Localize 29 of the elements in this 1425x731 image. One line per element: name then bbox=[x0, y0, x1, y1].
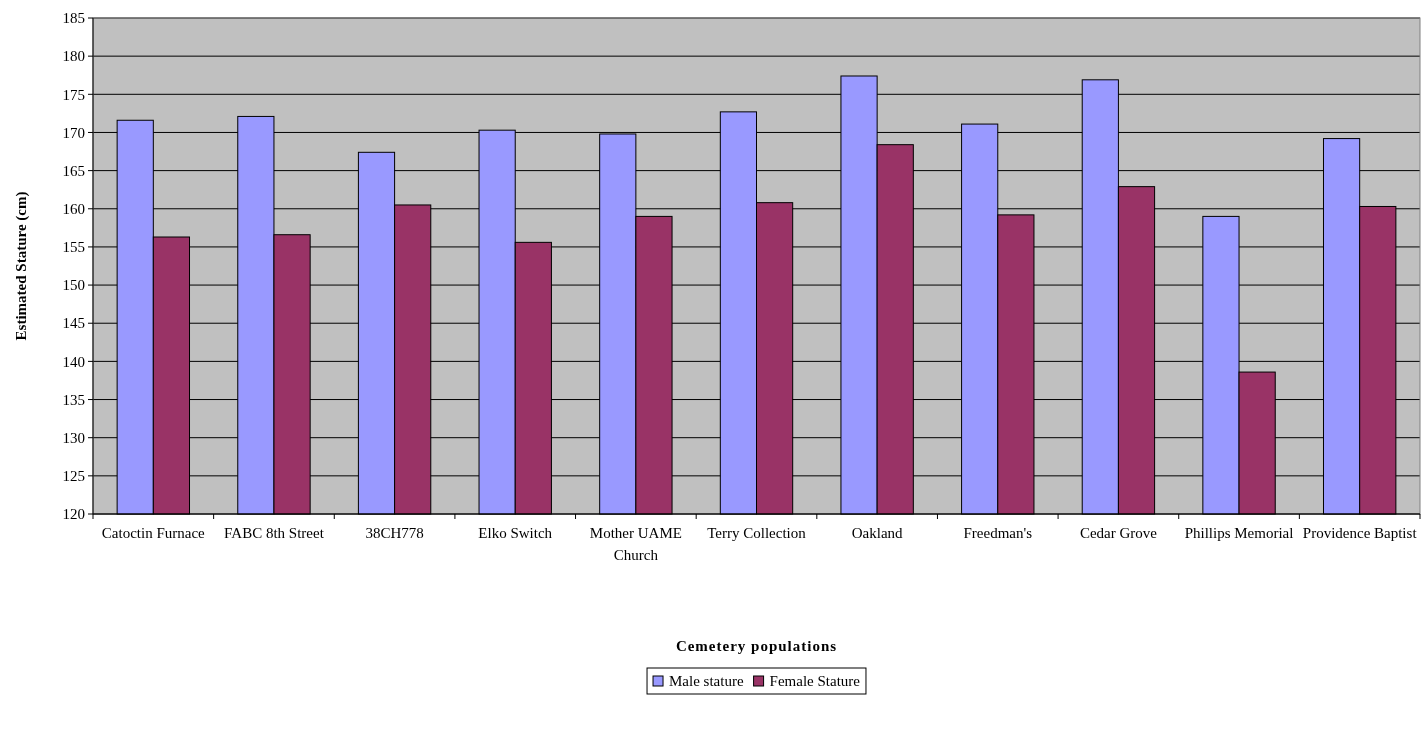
x-tick-label: Mother UAME Church bbox=[589, 525, 682, 563]
y-tick-label: 125 bbox=[62, 468, 85, 485]
y-tick-label: 165 bbox=[62, 162, 85, 179]
y-tick-label: 120 bbox=[62, 506, 85, 523]
x-tick-label: Elko Switch bbox=[478, 525, 553, 541]
y-tick-label: 155 bbox=[62, 239, 85, 256]
y-tick-label: 170 bbox=[62, 124, 85, 141]
x-tick-label: Oakland bbox=[851, 525, 904, 541]
y-tick-label: 145 bbox=[62, 315, 85, 332]
y-tick-label: 160 bbox=[62, 201, 85, 218]
y-tick-label: 175 bbox=[62, 86, 85, 103]
y-tick-label: 130 bbox=[62, 429, 85, 446]
y-tick-label: 180 bbox=[62, 48, 85, 65]
legend-label: Female Stature bbox=[769, 673, 861, 690]
y-axis-title: Estimated Stature (cm) bbox=[13, 191, 30, 341]
x-tick-label: Catoctin Furnace bbox=[101, 525, 206, 541]
legend-label: Male stature bbox=[669, 673, 744, 690]
x-tick-label: FABC 8th Street bbox=[224, 525, 325, 541]
y-tick-label: 135 bbox=[62, 391, 85, 408]
x-tick-label: 38CH778 bbox=[365, 525, 424, 541]
x-tick-label: Providence Baptist bbox=[1302, 525, 1418, 541]
y-tick-label: 140 bbox=[62, 353, 85, 370]
x-tick-label: Phillips Memorial bbox=[1184, 525, 1294, 541]
x-axis-title: Cemetery populations bbox=[675, 638, 838, 654]
x-tick-label: Freedman's bbox=[963, 525, 1033, 541]
x-tick-label: Terry Collection bbox=[707, 525, 807, 541]
x-tick-label: Cedar Grove bbox=[1079, 525, 1158, 541]
y-tick-label: 150 bbox=[62, 277, 85, 294]
y-tick-label: 185 bbox=[62, 10, 85, 27]
